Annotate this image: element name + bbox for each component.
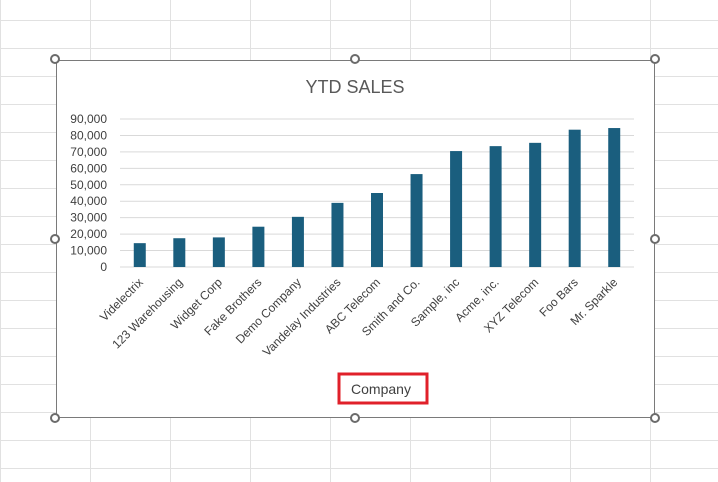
bar[interactable] xyxy=(489,146,502,267)
bar[interactable] xyxy=(568,129,581,267)
bar[interactable] xyxy=(173,238,186,267)
bar[interactable] xyxy=(133,243,146,267)
y-tick-label: 90,000 xyxy=(70,112,107,126)
x-tick-label: 123 Warehousing xyxy=(109,275,185,351)
bar[interactable] xyxy=(450,151,463,267)
bar[interactable] xyxy=(212,237,225,267)
y-tick-label: 80,000 xyxy=(70,128,107,142)
resize-handle-bottom-left[interactable] xyxy=(50,413,60,423)
resize-handle-bottom-center[interactable] xyxy=(350,413,360,423)
bars xyxy=(133,128,621,267)
axis-title-selection-box xyxy=(337,372,429,405)
bar-chart: YTD SALES 0 10,000 20,000 30,000 40,000 50,00… xyxy=(70,77,634,405)
chart-title[interactable]: YTD SALES xyxy=(305,77,404,97)
resize-handle-bottom-right[interactable] xyxy=(650,413,660,423)
bar[interactable] xyxy=(608,128,621,267)
resize-handle-top-left[interactable] xyxy=(50,54,60,64)
bar[interactable] xyxy=(291,216,304,267)
resize-handle-top-right[interactable] xyxy=(650,54,660,64)
bar[interactable] xyxy=(371,193,383,267)
y-tick-label: 60,000 xyxy=(70,161,107,175)
bar[interactable] xyxy=(252,226,265,267)
x-axis-title[interactable]: Company xyxy=(351,381,411,397)
y-tick-label: 50,000 xyxy=(70,178,107,192)
bar[interactable] xyxy=(331,202,344,267)
chart-area[interactable]: YTD SALES 0 10,000 20,000 30,000 40,000 50,00… xyxy=(56,60,655,418)
resize-handle-top-center[interactable] xyxy=(350,54,360,64)
resize-handle-middle-right[interactable] xyxy=(650,234,660,244)
resize-handle-middle-left[interactable] xyxy=(50,234,60,244)
y-tick-label: 10,000 xyxy=(70,244,107,258)
y-tick-label: 30,000 xyxy=(70,211,107,225)
y-tick-label: 40,000 xyxy=(70,194,107,208)
bar[interactable] xyxy=(410,174,423,267)
y-tick-label: 70,000 xyxy=(70,145,107,159)
bar[interactable] xyxy=(529,142,542,267)
y-tick-label: 0 xyxy=(100,260,107,274)
y-axis-tick-labels: 0 10,000 20,000 30,000 40,000 50,000 60,000 70,… xyxy=(70,112,107,274)
y-tick-label: 20,000 xyxy=(70,227,107,241)
